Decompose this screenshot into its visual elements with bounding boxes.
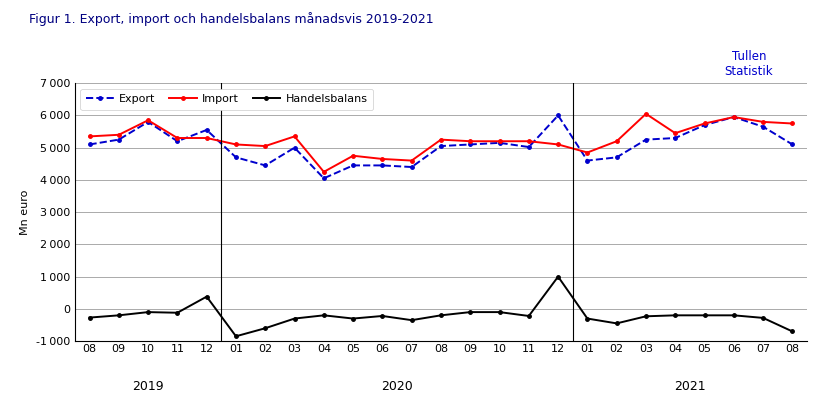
Import (494, 139, 504, 144)
Handelsbalans (729, 313, 739, 318)
Export (85, 142, 95, 147)
Handelsbalans (671, 313, 681, 318)
Import (436, 137, 446, 142)
Import (407, 158, 417, 163)
Import (201, 136, 211, 141)
Export (436, 144, 446, 149)
Export (201, 127, 211, 132)
Export (143, 119, 153, 124)
Handelsbalans (582, 316, 592, 321)
Handelsbalans (612, 321, 622, 326)
Import (612, 139, 622, 144)
Export (729, 114, 739, 119)
Export (231, 155, 241, 160)
Line: Import: Import (88, 112, 794, 173)
Export (758, 124, 768, 129)
Export (524, 144, 534, 149)
Import (758, 119, 768, 124)
Import (319, 169, 329, 174)
Import (378, 156, 388, 161)
Handelsbalans (465, 310, 475, 314)
Handelsbalans (290, 316, 300, 321)
Import (114, 132, 124, 137)
Handelsbalans (700, 313, 710, 318)
Handelsbalans (172, 310, 182, 315)
Import (582, 150, 592, 155)
Import (671, 131, 681, 136)
Text: 2019: 2019 (132, 380, 164, 393)
Handelsbalans (553, 274, 563, 279)
Handelsbalans (143, 310, 153, 314)
Import (787, 121, 797, 126)
Import (465, 139, 475, 144)
Export (319, 176, 329, 181)
Import (641, 111, 651, 116)
Import (524, 139, 534, 144)
Handelsbalans (348, 316, 358, 321)
Export (260, 163, 270, 168)
Handelsbalans (494, 310, 504, 314)
Export (494, 140, 504, 145)
Line: Export: Export (88, 114, 794, 180)
Import (172, 136, 182, 141)
Export (671, 136, 681, 141)
Import (729, 114, 739, 119)
Export (407, 164, 417, 169)
Export (114, 137, 124, 142)
Handelsbalans (85, 315, 95, 320)
Export (641, 137, 651, 142)
Text: Tullen
Statistik: Tullen Statistik (725, 50, 773, 78)
Handelsbalans (641, 314, 651, 319)
Import (85, 134, 95, 139)
Export (290, 145, 300, 150)
Handelsbalans (378, 314, 388, 319)
Export (348, 163, 358, 168)
Import (553, 142, 563, 147)
Handelsbalans (319, 313, 329, 318)
Text: 2021: 2021 (674, 380, 706, 393)
Export (553, 113, 563, 118)
Handelsbalans (114, 313, 124, 318)
Handelsbalans (201, 294, 211, 299)
Export (172, 139, 182, 144)
Handelsbalans (407, 318, 417, 323)
Export (582, 158, 592, 163)
Handelsbalans (787, 329, 797, 334)
Export (612, 155, 622, 160)
Handelsbalans (436, 313, 446, 318)
Handelsbalans (758, 315, 768, 320)
Text: Figur 1. Export, import och handelsbalans månadsvis 2019-2021: Figur 1. Export, import och handelsbalan… (29, 12, 433, 27)
Import (700, 121, 710, 126)
Import (143, 118, 153, 123)
Export (465, 142, 475, 147)
Handelsbalans (260, 326, 270, 331)
Import (348, 153, 358, 158)
Handelsbalans (524, 314, 534, 319)
Import (231, 142, 241, 147)
Import (260, 144, 270, 149)
Import (290, 134, 300, 139)
Export (378, 163, 388, 168)
Export (787, 142, 797, 147)
Line: Handelsbalans: Handelsbalans (88, 275, 794, 338)
Legend: Export, Import, Handelsbalans: Export, Import, Handelsbalans (81, 89, 374, 110)
Export (700, 123, 710, 128)
Y-axis label: Mn euro: Mn euro (20, 189, 30, 235)
Handelsbalans (231, 334, 241, 339)
Text: 2020: 2020 (381, 380, 413, 393)
